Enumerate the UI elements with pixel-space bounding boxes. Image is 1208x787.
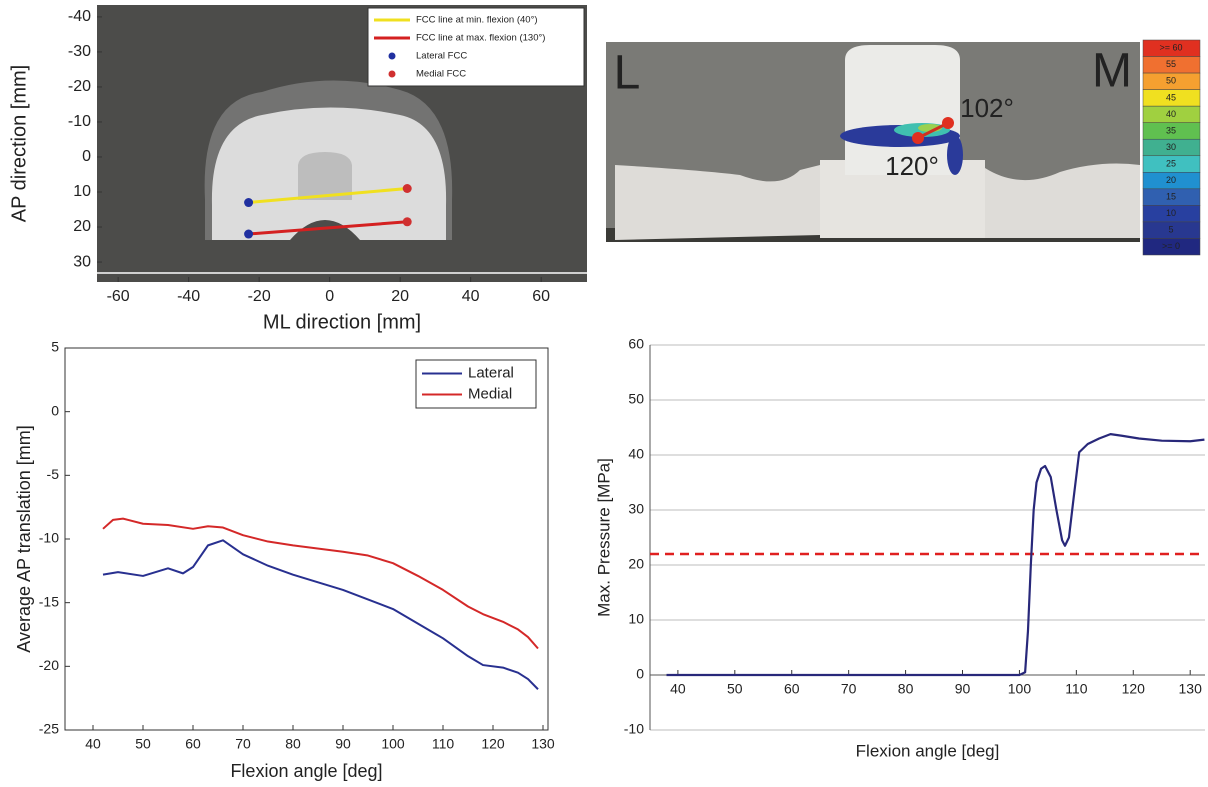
legend-label: Lateral	[468, 364, 514, 381]
colorbar-label: >= 60	[1159, 43, 1182, 53]
x-tick-label: 130	[531, 736, 555, 752]
y-tick-label: -30	[68, 43, 91, 60]
y-tick-label: 0	[82, 148, 91, 165]
colorbar-label: 30	[1166, 142, 1176, 152]
x-tick-label: 130	[1179, 681, 1203, 697]
x-tick-label: 100	[1008, 681, 1032, 697]
colorbar-label: 55	[1166, 59, 1176, 69]
x-tick-label: 20	[391, 288, 409, 305]
y-axis-label: Average AP translation [mm]	[14, 425, 34, 652]
x-tick-label: 120	[481, 736, 505, 752]
y-tick-label: -10	[624, 721, 644, 737]
y-tick-label: 50	[628, 391, 644, 407]
annotation: M	[1092, 45, 1132, 98]
figure: -40 -30 -20 -10 0 10 20 30 -60 -40 -20 0 20 40 60 FCC l…	[0, 0, 1208, 787]
legend-marker	[389, 71, 396, 78]
x-tick-label: 80	[285, 736, 301, 752]
y-tick-label: -20	[68, 78, 91, 95]
x-tick-label: 40	[670, 681, 686, 697]
x-tick-label: 0	[325, 288, 334, 305]
photo-tibial	[606, 42, 1140, 242]
y-axis-label: AP direction [mm]	[8, 65, 30, 222]
y-tick-label: -5	[47, 466, 60, 482]
marker	[244, 198, 253, 207]
x-tick-label: -40	[177, 288, 200, 305]
colorbar-label: 35	[1166, 125, 1176, 135]
colorbar-label: 20	[1166, 175, 1176, 185]
x-axis-label: ML direction [mm]	[263, 311, 421, 333]
x-tick-label: 60	[185, 736, 201, 752]
y-tick-label: 10	[73, 183, 91, 200]
x-tick-label: 80	[898, 681, 914, 697]
y-tick-label: -10	[68, 113, 91, 130]
colorbar-label: 5	[1168, 225, 1173, 235]
legend-marker	[389, 53, 396, 60]
y-tick-label: -25	[39, 721, 59, 737]
y-tick-label: -20	[39, 657, 59, 673]
x-tick-label: 70	[841, 681, 857, 697]
marker	[403, 217, 412, 226]
marker	[244, 230, 253, 239]
y-tick-label: 60	[628, 336, 644, 352]
x-tick-label: 40	[85, 736, 101, 752]
y-axis-label: Max. Pressure [MPa]	[594, 458, 613, 617]
x-tick-label: 110	[1065, 681, 1088, 697]
legend-label: FCC line at min. flexion (40°)	[416, 15, 538, 26]
colorbar-label: 15	[1166, 191, 1176, 201]
x-tick-label: 50	[135, 736, 151, 752]
colorbar-label: 10	[1166, 208, 1176, 218]
colorbar-label: 50	[1166, 76, 1176, 86]
y-tick-label: 5	[51, 339, 59, 355]
page: {"chart_data": [ {"type": "line", "xlabe…	[0, 0, 1208, 787]
y-tick-label: 30	[73, 253, 91, 270]
y-tick-label: -10	[39, 530, 59, 546]
x-tick-label: 100	[381, 736, 405, 752]
legend-label: FCC line at max. flexion (130°)	[416, 33, 545, 44]
legend-label: Medial	[468, 385, 512, 402]
y-tick-label: 0	[636, 666, 644, 682]
y-tick-label: 30	[628, 501, 644, 517]
annotation: L	[614, 47, 641, 100]
annotation: 120°	[885, 151, 939, 181]
x-tick-label: 50	[727, 681, 743, 697]
x-axis-label: Flexion angle [deg]	[230, 761, 382, 781]
colorbar-label: >= 0	[1162, 241, 1180, 251]
y-tick-label: -15	[39, 593, 59, 609]
y-tick-label: 40	[628, 446, 644, 462]
y-tick-label: -40	[68, 8, 91, 25]
colorbar-label: 40	[1166, 109, 1176, 119]
x-tick-label: -20	[248, 288, 271, 305]
x-tick-label: 70	[235, 736, 251, 752]
colorbar-label: 45	[1166, 92, 1176, 102]
y-tick-label: 20	[628, 556, 644, 572]
y-tick-label: 10	[628, 611, 644, 627]
y-tick-label: 0	[51, 402, 59, 418]
legend-label: Medial FCC	[416, 69, 466, 80]
x-tick-label: 40	[462, 288, 480, 305]
colorbar-label: 25	[1166, 158, 1176, 168]
marker	[403, 184, 412, 193]
x-tick-label: 60	[532, 288, 550, 305]
x-tick-label: -60	[107, 288, 130, 305]
x-tick-label: 90	[955, 681, 971, 697]
legend-label: Lateral FCC	[416, 51, 467, 62]
x-tick-label: 90	[335, 736, 351, 752]
x-tick-label: 60	[784, 681, 800, 697]
annotation: 102°	[960, 93, 1014, 123]
y-tick-label: 20	[73, 218, 91, 235]
x-axis-label: Flexion angle [deg]	[856, 741, 1000, 760]
x-tick-label: 120	[1122, 681, 1146, 697]
series-line	[103, 540, 538, 689]
x-tick-label: 110	[432, 736, 455, 752]
